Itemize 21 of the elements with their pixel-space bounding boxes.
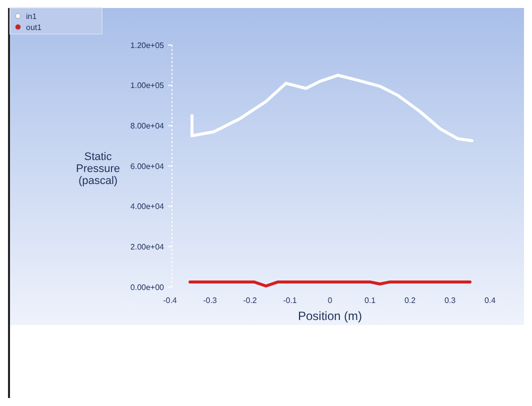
x-axis-title: Position (m) [298, 309, 362, 323]
x-tick-label: -0.4 [163, 296, 178, 305]
y-axis-title: Static Pressure (pascal) [76, 151, 120, 188]
y-tick-label: 1.20e+05 [130, 40, 165, 50]
x-tick-label: 0.3 [444, 296, 456, 305]
x-tick-label: -0.2 [243, 296, 258, 305]
x-tick-label: -0.1 [283, 296, 298, 305]
x-tick-label: 0.2 [404, 296, 416, 305]
line-series [190, 74, 474, 142]
y-tick-label: 4.00e+04 [130, 202, 165, 212]
legend-label: out1 [26, 22, 42, 32]
y-tick-label: 2.00e+04 [130, 242, 165, 252]
y-tick-label: 8.00e+04 [130, 121, 165, 130]
legend-label: in1 [26, 12, 38, 21]
y-tick-label: 0.00e+00 [130, 282, 165, 292]
x-tick-label: 0 [328, 296, 333, 305]
y-tick-label: 1.00e+05 [130, 81, 165, 90]
y-tick-label: 6.00e+04 [130, 162, 165, 171]
x-tick-label: 0.4 [484, 296, 496, 305]
x-tick-label: -0.3 [203, 296, 218, 305]
x-tick-label: 0.1 [364, 296, 376, 305]
